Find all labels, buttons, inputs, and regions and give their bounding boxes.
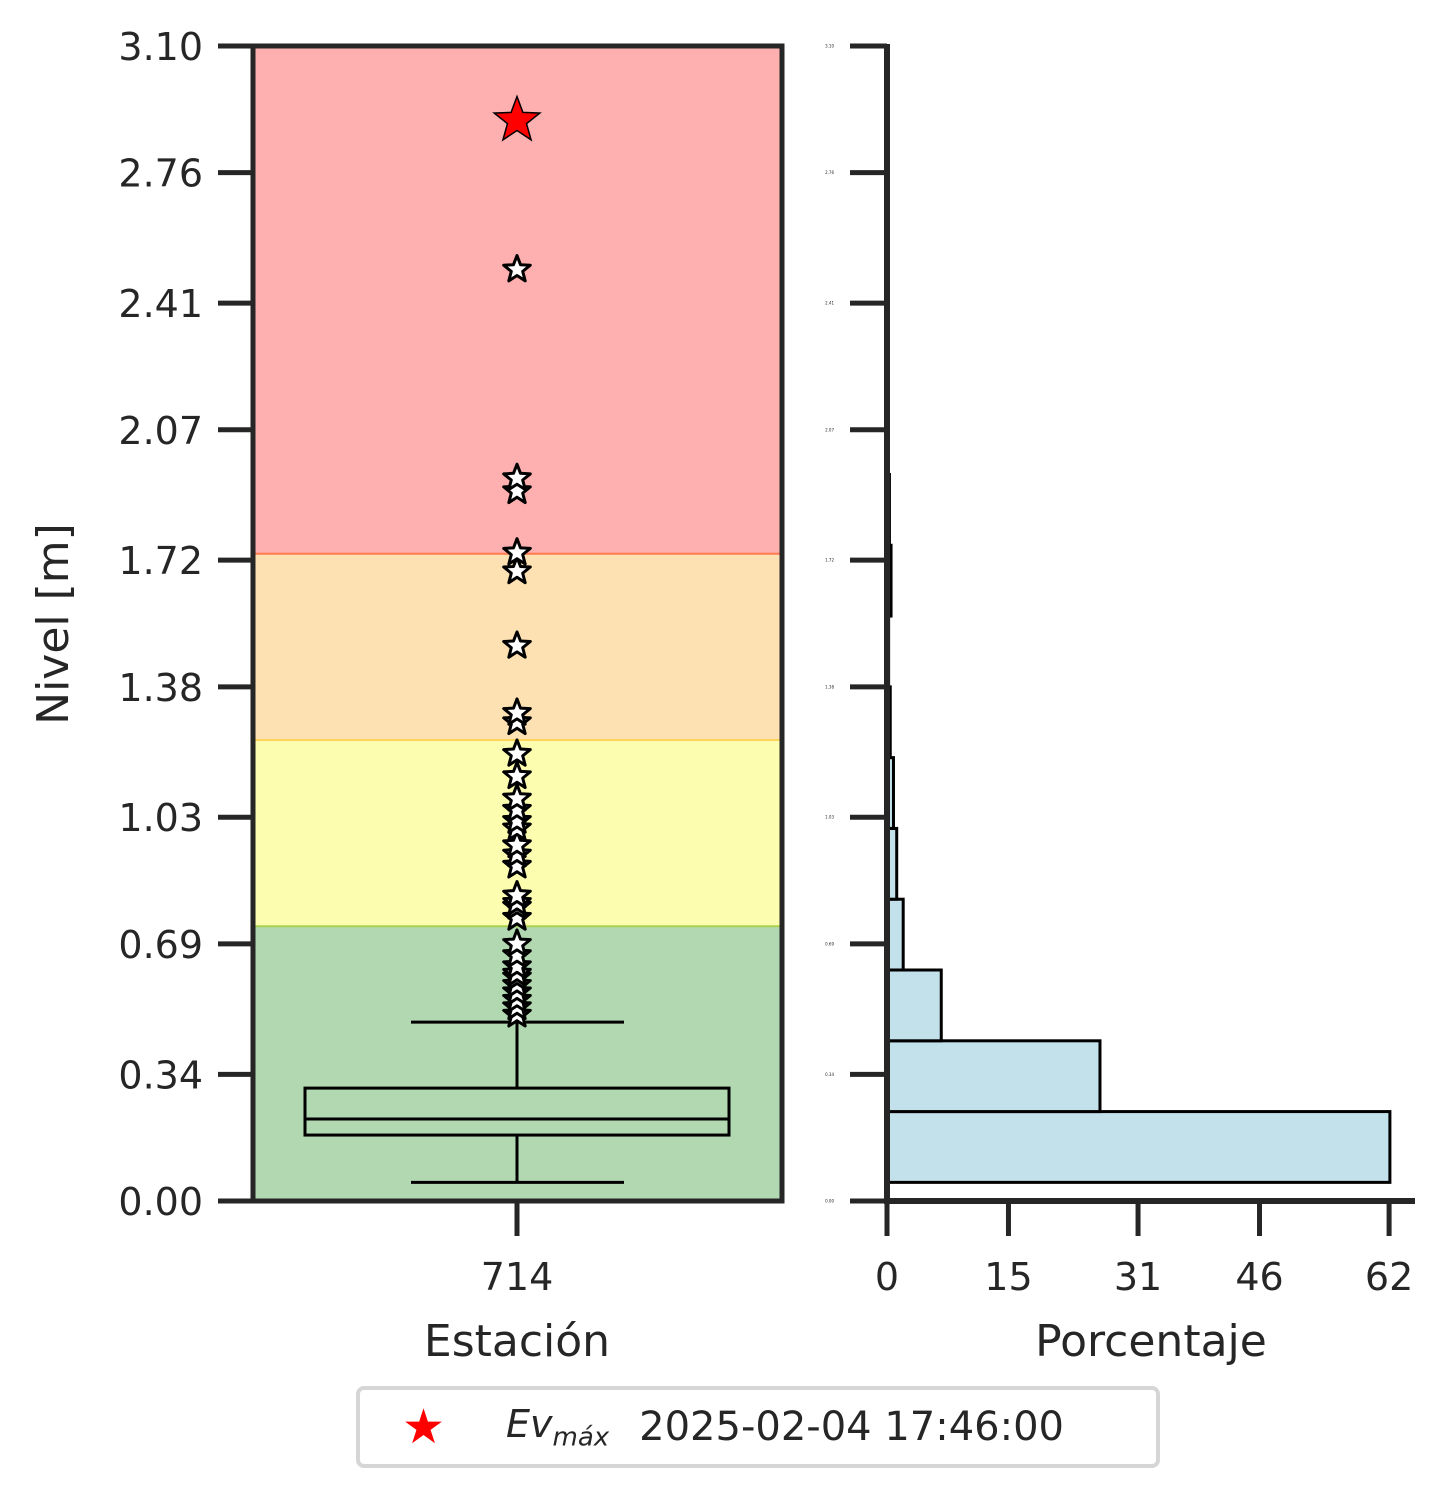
outlier-star [502, 794, 532, 823]
x-axis-label-right: Porcentaje [1035, 1316, 1267, 1367]
y-tick-label: 0.69 [825, 941, 834, 946]
y-tick-label: 3.10 [118, 25, 203, 69]
histogram-bar [885, 1110, 1392, 1184]
y-tick-label: 0.00 [118, 1180, 203, 1224]
legend-label: Evmáx [506, 1401, 610, 1453]
y-tick-label: 1.72 [118, 539, 203, 583]
outlier-star [502, 537, 532, 566]
outlier-star [502, 462, 532, 491]
y-tick-label: 0.00 [825, 1199, 834, 1204]
y-tick-label: 1.03 [118, 796, 203, 840]
histogram-bar [885, 1039, 1102, 1114]
box [303, 1086, 731, 1137]
y-tick-label: 2.41 [825, 301, 834, 306]
outlier-star [502, 950, 532, 980]
outlier-star [502, 475, 532, 505]
outlier-star [502, 850, 532, 879]
outlier-star [502, 839, 532, 868]
legend-date: 2025-02-04 17:46:00 [639, 1404, 1064, 1450]
max-event-star [492, 94, 542, 142]
histogram-bar [885, 968, 943, 1043]
y-tick-label: 2.41 [118, 282, 203, 326]
x-tick-label: 0 [875, 1255, 899, 1299]
outlier-star [502, 880, 532, 909]
outlier-star [502, 697, 532, 726]
legend: ★ Evmáx 2025-02-04 17:46:00 [356, 1386, 1160, 1468]
outlier-star [502, 829, 532, 858]
x-tick-label: 31 [1114, 1255, 1162, 1299]
y-tick-label: 1.03 [825, 815, 834, 820]
y-tick-label: 0.69 [118, 923, 203, 967]
x-tick-label: 714 [481, 1255, 554, 1299]
outlier-star [502, 630, 532, 659]
outlier-star [502, 939, 532, 968]
y-tick-label: 3.10 [825, 44, 834, 49]
outlier-star [502, 760, 532, 790]
y-tick-label: 1.72 [825, 558, 834, 563]
y-tick-label: 2.76 [825, 170, 834, 175]
y-tick-label: 0.34 [118, 1053, 203, 1097]
outlier-star [502, 254, 532, 283]
star-icon: ★ [402, 1399, 446, 1455]
y-tick-label: 1.38 [825, 684, 834, 689]
y-tick-label: 1.38 [118, 666, 203, 710]
outlier-star [502, 928, 532, 957]
x-tick-label: 15 [984, 1255, 1032, 1299]
x-tick-label: 62 [1365, 1255, 1413, 1299]
y-tick-label: 2.07 [825, 427, 834, 432]
outlier-star [502, 738, 532, 767]
y-tick-label: 0.34 [825, 1072, 834, 1077]
outlier-star [502, 706, 532, 736]
outlier-star [502, 555, 532, 585]
y-tick-label: 2.76 [118, 152, 203, 196]
x-axis-label-left: Estación [424, 1316, 610, 1367]
y-tick-label: 2.07 [118, 409, 203, 453]
y-axis-label: Nivel [m] [28, 523, 79, 725]
outlier-star [502, 805, 532, 834]
outlier-star [502, 902, 532, 931]
outlier-star [502, 783, 532, 812]
x-tick-label: 46 [1235, 1255, 1283, 1299]
